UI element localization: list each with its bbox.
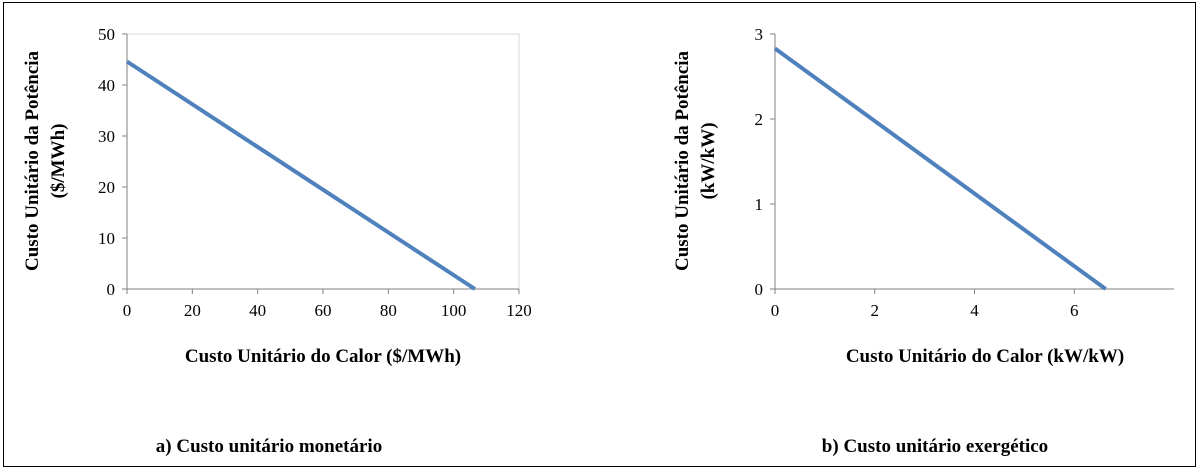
chart-a-y-tick-label: 30 — [98, 127, 115, 146]
chart-a-x-axis-title: Custo Unitário do Calor ($/MWh) — [185, 346, 461, 367]
chart-b-x-tick-label: 6 — [1070, 301, 1079, 320]
chart-a-x-tick-label: 40 — [249, 301, 266, 320]
chart-a-x-tick-label: 120 — [506, 301, 532, 320]
chart-a-y-axis-title-line1: Custo Unitário da Potência — [22, 50, 43, 271]
chart-a-plot-area — [126, 33, 520, 290]
chart-a-x-tick-label: 60 — [315, 301, 332, 320]
chart-a-x-tick-label: 20 — [184, 301, 201, 320]
chart-a-x-tick-label: 100 — [441, 301, 467, 320]
chart-a-y-tick-label: 20 — [98, 178, 115, 197]
chart-a-y-tick-label: 10 — [98, 229, 115, 248]
chart-a: 0 20 40 60 80 100 120 0 10 20 30 40 50 Custo Unitári… — [22, 25, 532, 457]
chart-a-x-tick-label: 0 — [123, 301, 132, 320]
chart-a-series-line — [125, 59, 476, 291]
chart-b-x-tick-label: 0 — [771, 301, 780, 320]
chart-b-y-tick-label: 1 — [755, 195, 764, 214]
chart-a-y-tick-label: 0 — [107, 280, 116, 299]
chart-b-caption: b) Custo unitário exergético — [822, 436, 1048, 457]
chart-b-x-tick-label: 4 — [970, 301, 979, 320]
chart-b-x-tick-label: 2 — [871, 301, 880, 320]
chart-b-y-axis-title-line2: (kW/kW) — [698, 122, 719, 199]
chart-b-y-tick-label: 2 — [755, 110, 764, 129]
chart-b-y-tick-label: 0 — [755, 280, 764, 299]
chart-b-y-tick-label: 3 — [755, 25, 764, 44]
figure-frame — [3, 2, 1196, 467]
chart-b: 0 2 4 6 0 1 2 3 Custo Unitário do Calor (kW/kW)… — [672, 25, 1174, 457]
chart-b-x-axis-title: Custo Unitário do Calor (kW/kW) — [846, 346, 1124, 367]
chart-b-series-line — [773, 46, 1107, 291]
chart-a-caption: a) Custo unitário monetário — [156, 436, 382, 457]
chart-a-y-tick-label: 40 — [98, 76, 115, 95]
chart-a-y-axis-title-line2: ($/MWh) — [48, 124, 69, 199]
chart-b-y-axis-title-line1: Custo Unitário da Potência — [672, 50, 693, 271]
chart-a-y-tick-label: 50 — [98, 25, 115, 44]
chart-a-x-tick-label: 80 — [380, 301, 397, 320]
